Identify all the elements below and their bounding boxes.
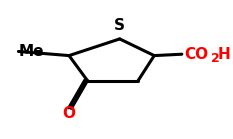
Text: 2: 2 [211, 52, 219, 65]
Text: S: S [114, 18, 125, 33]
Text: CO: CO [184, 47, 208, 62]
Text: O: O [62, 106, 75, 121]
Text: H: H [218, 47, 230, 62]
Text: Me: Me [18, 44, 44, 59]
